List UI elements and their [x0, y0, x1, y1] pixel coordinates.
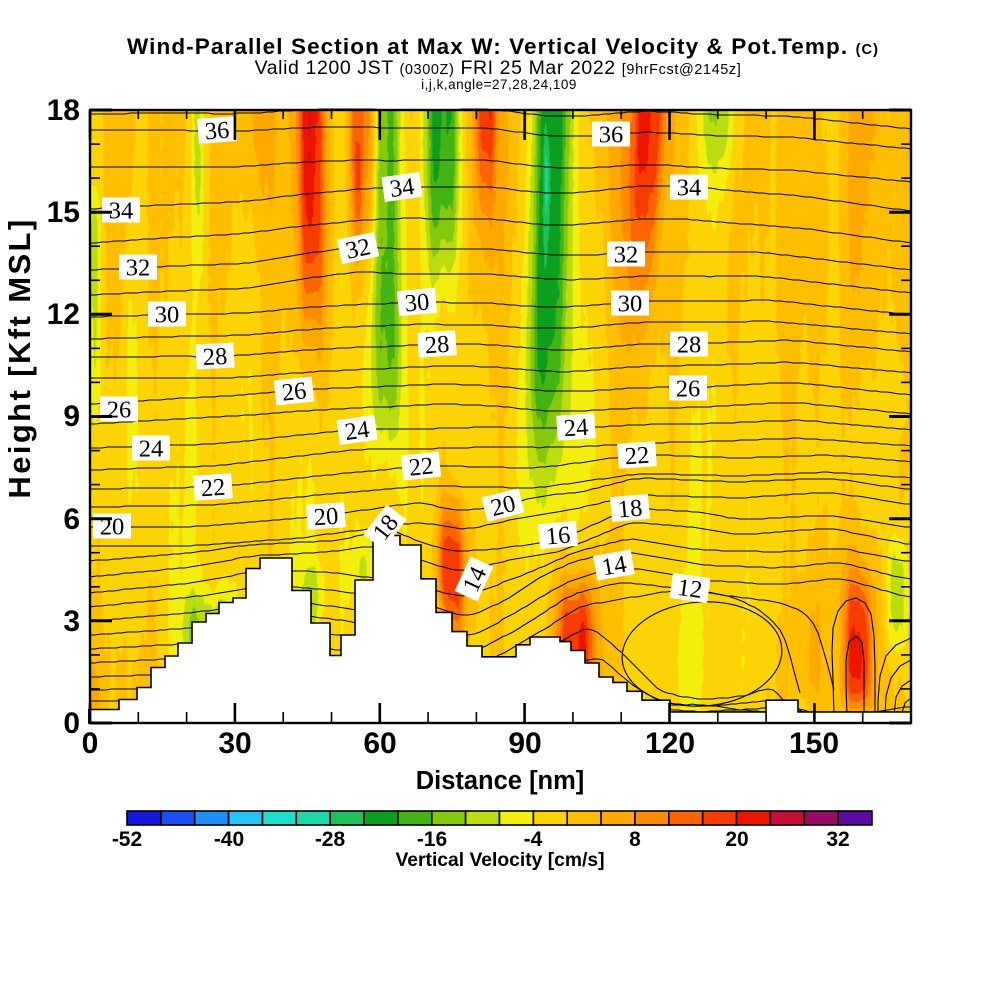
svg-text:24: 24: [343, 416, 371, 446]
svg-text:Distance [nm]: Distance [nm]: [416, 767, 585, 795]
svg-text:-52: -52: [112, 828, 142, 851]
svg-text:30: 30: [218, 727, 251, 760]
svg-text:18: 18: [617, 494, 644, 523]
svg-text:-28: -28: [315, 828, 346, 851]
svg-text:24: 24: [563, 414, 589, 443]
svg-text:120: 120: [645, 727, 695, 760]
svg-text:26: 26: [281, 377, 308, 406]
svg-text:32: 32: [126, 255, 151, 282]
svg-text:12: 12: [47, 298, 80, 331]
svg-text:90: 90: [508, 727, 541, 760]
svg-text:26: 26: [676, 376, 701, 403]
svg-text:30: 30: [618, 291, 643, 318]
svg-text:6: 6: [63, 503, 80, 536]
svg-text:36: 36: [204, 117, 230, 146]
svg-text:36: 36: [599, 122, 624, 149]
svg-text:i,j,k,angle=27,28,24,109: i,j,k,angle=27,28,24,109: [421, 77, 577, 92]
svg-text:20: 20: [725, 828, 748, 851]
svg-text:26: 26: [107, 397, 132, 424]
svg-text:8: 8: [629, 828, 641, 851]
svg-text:Wind-Parallel Section at Max W: Wind-Parallel Section at Max W: Vertical…: [127, 34, 879, 59]
svg-text:32: 32: [343, 233, 373, 265]
svg-text:60: 60: [363, 727, 396, 760]
svg-text:22: 22: [408, 452, 435, 481]
svg-text:34: 34: [388, 173, 416, 203]
svg-text:32: 32: [614, 242, 639, 269]
svg-text:9: 9: [63, 400, 80, 433]
svg-text:24: 24: [139, 436, 164, 463]
svg-text:12: 12: [676, 574, 704, 604]
svg-text:30: 30: [404, 288, 431, 317]
svg-text:28: 28: [677, 332, 702, 359]
svg-text:28: 28: [202, 343, 228, 371]
svg-text:150: 150: [789, 727, 839, 760]
svg-text:15: 15: [47, 196, 80, 229]
svg-text:-16: -16: [417, 828, 447, 851]
svg-text:22: 22: [200, 474, 226, 503]
svg-text:0: 0: [82, 727, 99, 760]
svg-text:0: 0: [63, 707, 80, 740]
svg-text:Height [Kft MSL]: Height [Kft MSL]: [2, 217, 37, 498]
svg-text:34: 34: [677, 175, 702, 202]
svg-text:18: 18: [47, 94, 80, 127]
svg-text:28: 28: [424, 331, 450, 360]
svg-text:Valid 1200 JST (0300Z) FRI 25: Valid 1200 JST (0300Z) FRI 25 Mar 2022 […: [255, 57, 742, 79]
svg-text:-40: -40: [214, 828, 244, 851]
svg-text:34: 34: [109, 198, 134, 225]
svg-text:16: 16: [545, 521, 572, 550]
svg-text:3: 3: [63, 605, 80, 638]
svg-text:20: 20: [313, 503, 339, 532]
svg-text:32: 32: [826, 828, 849, 851]
svg-text:-4: -4: [524, 828, 543, 851]
svg-text:30: 30: [155, 302, 180, 329]
svg-text:14: 14: [600, 551, 629, 582]
svg-text:Vertical Velocity [cm/s]: Vertical Velocity [cm/s]: [396, 850, 605, 871]
svg-text:22: 22: [624, 442, 650, 471]
